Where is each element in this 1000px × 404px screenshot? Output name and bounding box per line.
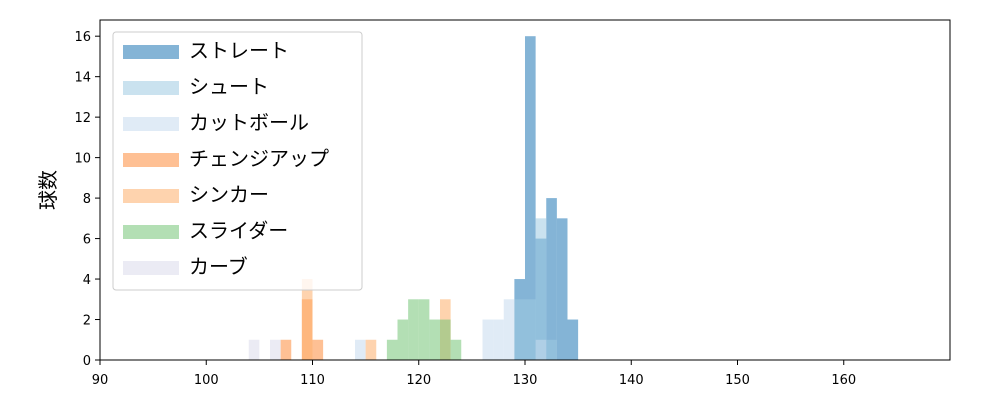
bar [408, 299, 419, 360]
legend-label: シンカー [189, 183, 269, 207]
bar [546, 198, 557, 360]
bar [301, 279, 313, 360]
bar [365, 339, 377, 360]
x-tick-label: 90 [92, 373, 109, 388]
bar [440, 319, 451, 360]
legend-swatch [123, 261, 179, 275]
bar [493, 319, 504, 360]
bar [280, 339, 292, 360]
legend-swatch [123, 225, 179, 239]
y-tick-label: 10 [74, 152, 91, 167]
x-tick-label: 140 [619, 373, 644, 388]
y-tick-label: 6 [83, 233, 91, 248]
bar [567, 319, 579, 360]
bar [535, 339, 547, 360]
bar [386, 339, 398, 360]
y-tick-label: 12 [74, 111, 91, 126]
bar [525, 299, 536, 360]
x-tick-label: 110 [300, 373, 325, 388]
y-tick-label: 0 [83, 354, 91, 369]
legend-label: チェンジアップ [189, 147, 329, 171]
x-tick-label: 120 [406, 373, 431, 388]
y-tick-label: 16 [74, 30, 91, 45]
legend-label: カットボール [189, 111, 309, 135]
y-tick-label: 14 [74, 71, 91, 86]
bar [482, 319, 494, 360]
legend-swatch [123, 153, 179, 167]
bar [270, 339, 281, 360]
legend-label: カーブ [189, 255, 248, 279]
legend-label: スライダー [189, 219, 288, 243]
bar [514, 299, 525, 360]
bar [503, 299, 515, 360]
x-tick-label: 130 [513, 373, 538, 388]
bar [248, 339, 260, 360]
bar [429, 319, 440, 360]
legend-swatch [123, 189, 179, 203]
bar [525, 36, 536, 360]
x-tick-label: 160 [831, 373, 856, 388]
bar [312, 339, 324, 360]
x-tick-label: 100 [194, 373, 219, 388]
legend-swatch [123, 117, 179, 131]
y-axis-label: 球数 [36, 170, 60, 210]
legend-label: シュート [189, 75, 269, 99]
bar [546, 339, 557, 360]
y-tick-label: 4 [83, 273, 91, 288]
bar [535, 218, 547, 360]
x-tick-label: 150 [725, 373, 750, 388]
bar [556, 218, 568, 360]
y-tick-label: 8 [83, 192, 91, 207]
bar [418, 299, 430, 360]
legend-label: ストレート [189, 39, 289, 63]
bar [355, 339, 366, 360]
bar [397, 319, 409, 360]
bar [450, 339, 462, 360]
y-tick-label: 2 [83, 314, 91, 329]
legend-swatch [123, 45, 179, 59]
legend-swatch [123, 81, 179, 95]
